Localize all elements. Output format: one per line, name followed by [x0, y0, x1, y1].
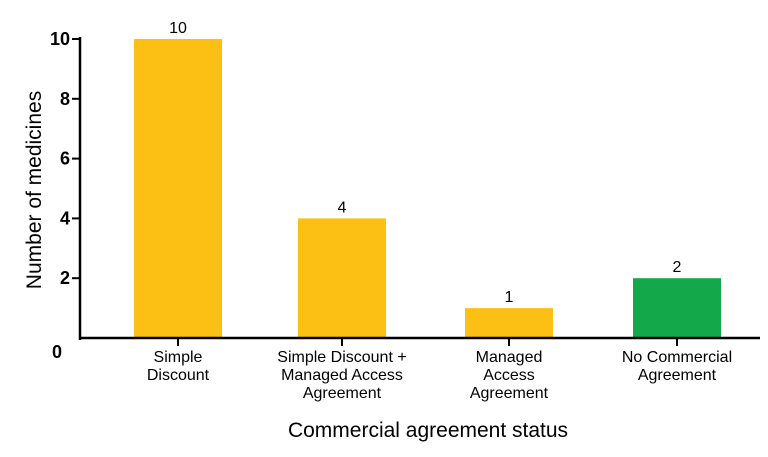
x-tick-label-3: Managed Access Agreement: [470, 349, 549, 402]
y-tick-label-6: 6: [60, 149, 70, 169]
y-axis-title: Number of medicines: [23, 91, 46, 289]
y-tick-label-0: 0: [52, 342, 62, 362]
bars-layer: [134, 39, 721, 338]
x-tick-label-3-line-3: Agreement: [470, 385, 549, 402]
x-tick-label-1: Simple Discount: [147, 349, 210, 384]
bar-1: [134, 39, 222, 338]
x-axis-title: Commercial agreement status: [288, 419, 568, 442]
x-tick-label-1-line-2: Discount: [147, 367, 210, 384]
bar-3: [465, 308, 553, 338]
x-tick-label-2-line-2: Managed Access: [281, 367, 403, 384]
bar-2: [298, 218, 386, 338]
data-label-3: 1: [505, 289, 514, 306]
x-tick-label-1-line-1: Simple: [154, 349, 203, 366]
x-tick-label-4: No Commercial Agreement: [622, 349, 732, 384]
y-tick-label-2: 2: [60, 268, 70, 288]
x-tick-label-4-line-1: No Commercial: [622, 349, 732, 366]
x-tick-label-2-line-3: Agreement: [303, 385, 382, 402]
x-tick-label-3-line-2: Access: [483, 367, 535, 384]
data-label-1: 10: [169, 20, 187, 37]
bar-4: [633, 278, 721, 338]
data-label-2: 4: [338, 199, 347, 216]
x-tick-label-4-line-2: Agreement: [638, 367, 717, 384]
axes-layer: [72, 37, 760, 346]
y-tick-label-4: 4: [60, 208, 70, 228]
y-tick-label-10: 10: [50, 29, 70, 49]
data-label-4: 2: [673, 259, 682, 276]
x-tick-label-2: Simple Discount + Managed Access Agreement: [277, 349, 406, 402]
y-tick-label-8: 8: [60, 89, 70, 109]
x-tick-label-3-line-1: Managed: [476, 349, 543, 366]
x-tick-label-2-line-1: Simple Discount +: [277, 349, 406, 366]
